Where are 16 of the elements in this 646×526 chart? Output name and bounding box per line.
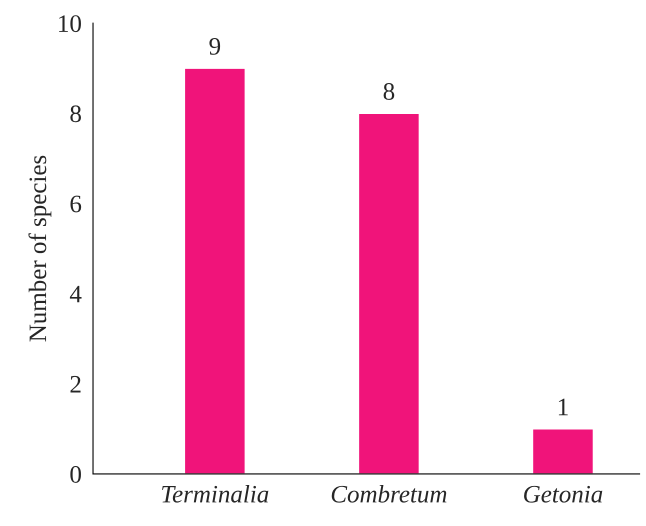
y-tick-label: 0	[70, 466, 81, 483]
y-tick-label: 6	[70, 196, 82, 212]
data-label: 1	[558, 398, 568, 416]
y-tick-label: 8	[70, 105, 81, 122]
x-tick-label: Terminalia	[162, 485, 268, 503]
bar	[358, 112, 420, 474]
data-label: 9	[209, 38, 220, 55]
bar	[532, 428, 594, 474]
y-axis-title: Number of species	[28, 156, 52, 342]
y-tick-label: 10	[59, 15, 81, 32]
x-tick-label: Combretum	[332, 485, 446, 503]
bar	[184, 68, 246, 474]
y-tick-label: 4	[70, 286, 82, 302]
y-tick-label: 2	[70, 376, 81, 392]
x-tick-label: Getonia	[524, 486, 602, 503]
data-label: 8	[384, 83, 394, 100]
